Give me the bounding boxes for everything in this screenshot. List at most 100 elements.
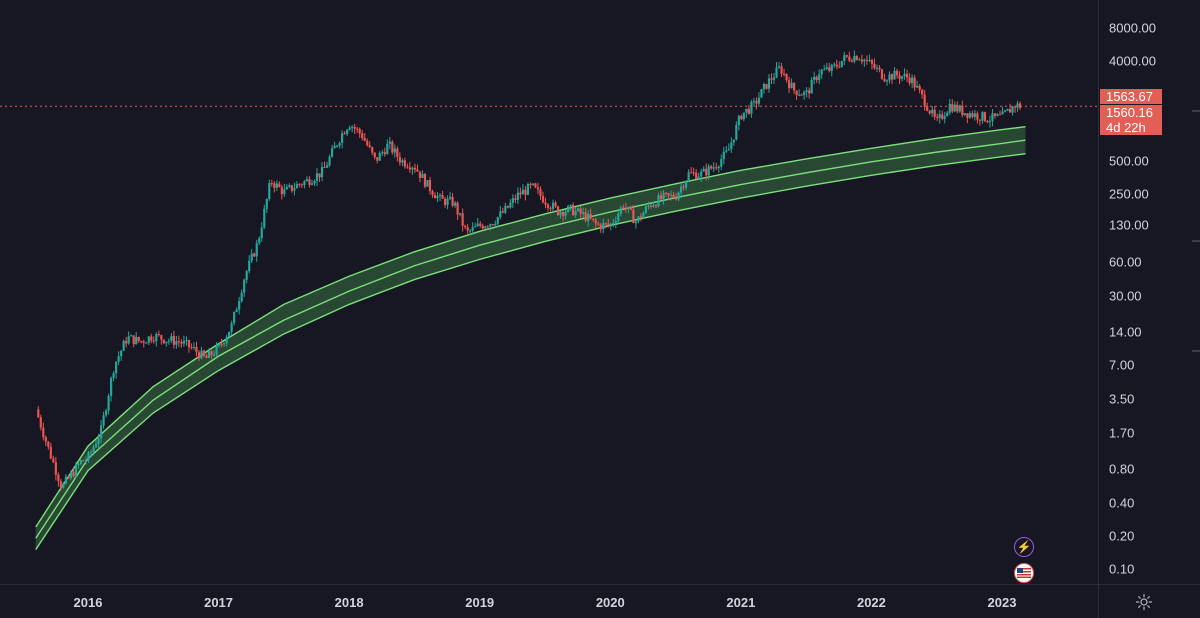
candle-body [740,115,743,120]
candle-body [526,184,530,195]
candle-body [848,56,851,61]
candle-body [263,208,266,228]
price-tick-label: 4000.00 [1109,53,1156,69]
candle-body [310,183,314,185]
candle-body [115,361,118,374]
candle-body [624,208,627,210]
candle-body [110,377,113,396]
candle-body [222,343,226,345]
axis-scroll-mark[interactable] [1192,240,1200,242]
candle-body [602,223,605,230]
candle-body [501,211,504,213]
candle-body [330,148,334,157]
candle-body [1003,110,1007,112]
candle-body [285,186,288,190]
candle-body [973,113,976,117]
candle-body [762,84,766,90]
candle-body [403,160,406,167]
candle-body [328,156,331,166]
candle-body [132,335,135,345]
candle-body [820,69,823,75]
axis-scroll-mark[interactable] [1192,350,1200,352]
candle-body [295,184,299,189]
candle-body [953,104,956,112]
candle-body [94,444,98,448]
candle-body [855,55,858,60]
candle-body [682,186,685,188]
candle-body [187,340,191,348]
candle-body [564,211,567,216]
candle-body [358,128,361,134]
candle-body [396,148,399,157]
candle-body [451,196,454,206]
candle-body [727,149,730,151]
gear-icon[interactable] [1135,593,1153,611]
candle-body [885,80,889,82]
candle-body [260,227,263,239]
candle-body [215,345,218,355]
candle-body [210,351,213,356]
candle-body [810,79,813,94]
us-flag-graphic [1017,568,1031,578]
candle-body [162,339,165,344]
candle-body [300,184,304,186]
candle-body [692,172,695,174]
candle-body [84,460,88,462]
chart-plot-area[interactable]: ⚡ [0,0,1098,584]
candle-body [747,108,750,114]
candle-body [722,151,725,160]
chart-svg[interactable] [0,0,1098,584]
candle-body [72,472,75,477]
candle-body [228,331,231,338]
candle-body [489,224,492,227]
candle-body [825,67,828,70]
candle-body [599,224,602,230]
candle-body [255,243,258,257]
candle-body [230,323,233,332]
candle-body [97,438,100,445]
candle-body [569,204,572,207]
candle-body [371,147,374,153]
candle-body [931,109,934,114]
price-axis[interactable]: 8000.004000.001000.00500.00250.00130.006… [1098,0,1200,584]
candle-body [732,139,735,143]
candle-body [200,350,203,359]
candle-body [785,73,788,81]
candle-body [669,194,673,196]
candle-body [981,112,984,121]
candle-body [880,69,884,79]
candle-body [1016,103,1019,108]
candle-body [664,192,668,194]
candle-body [243,279,246,293]
candle-body [140,341,143,343]
candle-body [225,337,228,344]
candle-body [381,152,384,154]
candle-body [57,474,60,482]
candle-body [835,64,838,67]
price-tag-last: 1563.67 [1100,89,1162,105]
time-axis[interactable]: 2016 2017 2018 2019 2020 2021 2022 2023 [0,584,1098,618]
us-flag-icon[interactable] [1014,563,1034,583]
candle-body [421,173,424,178]
candle-body [235,309,238,313]
candle-body [787,80,791,89]
candle-body [649,205,653,207]
candle-body [674,197,678,200]
candle-body [150,336,153,341]
candle-body [127,336,130,344]
candle-body [391,141,394,153]
candle-body [790,83,793,89]
candle-body [413,167,417,170]
candle-body [466,227,469,231]
candle-body [561,211,565,216]
candle-body [712,167,715,169]
lightning-icon[interactable]: ⚡ [1014,537,1034,557]
axis-scroll-mark[interactable] [1192,110,1200,112]
candle-body [978,119,982,121]
candle-body [433,195,437,199]
candle-body [883,78,886,82]
candle-body [89,452,93,454]
price-tick-label: 0.20 [1109,528,1135,544]
candle-body [752,100,756,102]
candle-body [609,223,612,226]
